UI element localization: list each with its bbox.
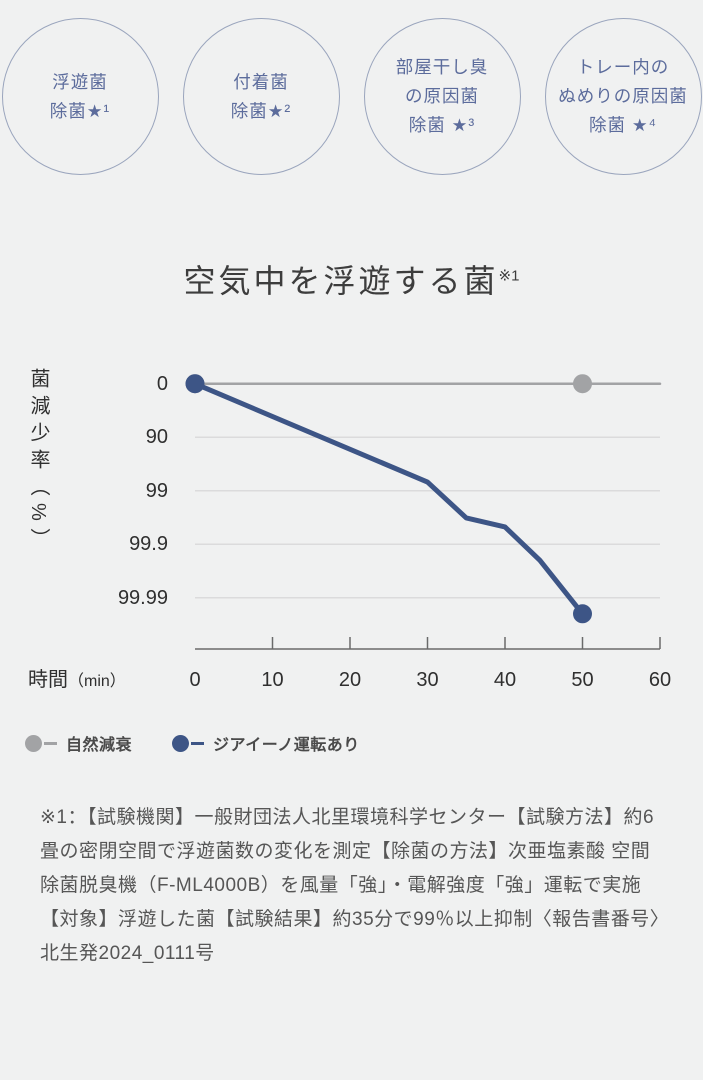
legend: 自然減衰 ジアイーノ運転あり bbox=[25, 731, 360, 755]
legend-line-icon bbox=[44, 741, 57, 745]
y-axis-title: 菌減少率（%） bbox=[27, 368, 49, 555]
x-axis-tick-label: 10 bbox=[261, 669, 284, 691]
feature-badge: 浮遊菌除菌★¹ bbox=[1, 18, 159, 175]
y-axis-tick-label: 99 bbox=[145, 479, 168, 502]
x-axis-tick-label: 40 bbox=[493, 669, 517, 691]
feature-badge: トレー内のぬめりの原因菌 除菌 ★⁴ bbox=[544, 18, 702, 175]
feature-badge-line: ぬめりの原因菌 bbox=[558, 86, 688, 106]
x-axis-tick-label: 60 bbox=[648, 669, 672, 691]
x-axis-title-text: 時間 bbox=[28, 669, 68, 691]
feature-badge-line: 除菌 ★⁴ bbox=[588, 115, 658, 135]
chart-title-text: 空気中を浮遊する菌 bbox=[183, 263, 499, 299]
legend-label: 自然減衰 bbox=[66, 737, 133, 754]
feature-badge-line: 付着菌 bbox=[233, 71, 289, 92]
y-axis-tick-label: 0 bbox=[156, 372, 168, 395]
bacteria-reduction-chart: 菌減少率（%） 時間（min） 自然減衰 ジアイーノ運転あり 0 90 99 99.9 9… bbox=[0, 340, 703, 780]
feature-badge-line: 部屋干し臭 bbox=[395, 57, 489, 77]
x-axis-tick-label: 50 bbox=[571, 669, 594, 691]
data-point-marker bbox=[185, 374, 205, 394]
feature-badges: 浮遊菌 除菌★¹ 付着菌 除菌★² 部屋干し臭 の原因菌 除菌 ★³ トレー内の ぬめりの原因菌… bbox=[0, 18, 703, 175]
feature-badge-line: トレー内の bbox=[576, 57, 670, 77]
feature-badge: 部屋干し臭の原因菌除菌 ★³ bbox=[363, 18, 521, 175]
legend-dot-icon bbox=[25, 734, 42, 752]
chart-plot bbox=[185, 374, 662, 650]
feature-badge-line: 除菌 ★³ bbox=[408, 115, 476, 135]
legend-marker-icon bbox=[25, 734, 57, 752]
x-axis-tick-label: 30 bbox=[416, 669, 439, 691]
y-axis-tick-label: 90 bbox=[145, 426, 168, 449]
legend-item-ziaino: ジアイーノ運転あり bbox=[172, 731, 360, 755]
chart-title: 空気中を浮遊する菌※1 bbox=[0, 256, 703, 302]
feature-badge-line: の原因菌 bbox=[405, 86, 479, 106]
y-axis-tick-label: 99.9 bbox=[129, 533, 168, 556]
footnote-text: ※1：【試験機関】一般財団法人北里環境科学センター【試験方法】約6畳の密閉空間で… bbox=[40, 807, 660, 964]
x-axis-title: 時間（min） bbox=[28, 666, 126, 694]
x-axis-tick-label: 20 bbox=[338, 669, 362, 691]
feature-badge-line: 除菌★² bbox=[230, 100, 292, 121]
chart-title-note-marker: ※1 bbox=[498, 267, 520, 285]
feature-badge-line: 浮遊菌 bbox=[52, 71, 108, 92]
legend-dot-icon bbox=[172, 734, 190, 752]
series-line-ziaino bbox=[192, 381, 585, 617]
y-axis-tick-label: 99.99 bbox=[117, 586, 168, 609]
feature-badge-line: 除菌★¹ bbox=[49, 100, 111, 121]
legend-item-natural-decay: 自然減衰 bbox=[25, 731, 132, 755]
legend-line-icon bbox=[191, 741, 205, 745]
legend-label: ジアイーノ運転あり bbox=[213, 737, 360, 754]
data-point-marker bbox=[573, 604, 592, 624]
x-axis-tick-label: 0 bbox=[189, 669, 201, 691]
legend-marker-icon bbox=[172, 734, 205, 752]
x-axis-unit: （min） bbox=[68, 673, 126, 690]
data-point-marker bbox=[573, 374, 592, 394]
feature-badge: 付着菌除菌★² bbox=[182, 18, 340, 175]
